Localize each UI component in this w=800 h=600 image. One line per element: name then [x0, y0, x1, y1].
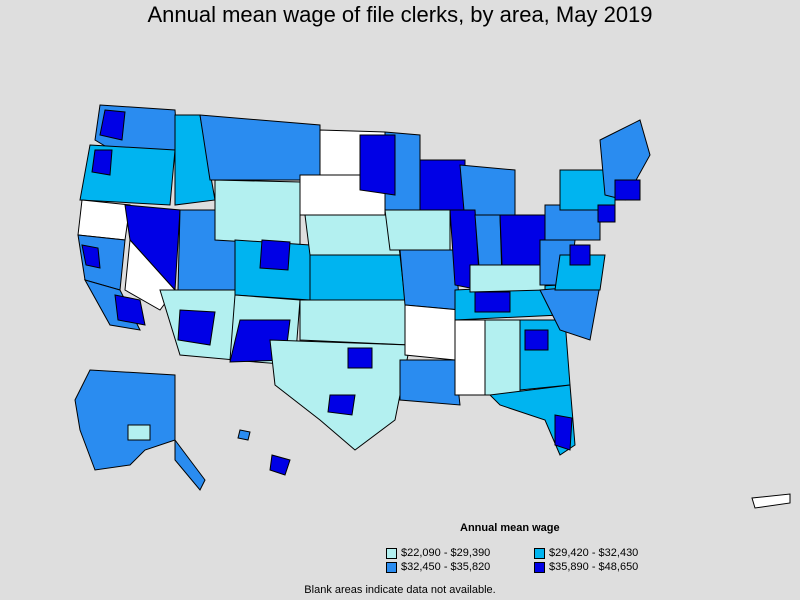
region-denver[interactable]: [259, 239, 291, 271]
region-alabama[interactable]: [484, 319, 521, 396]
region-anchorage[interactable]: [127, 424, 151, 441]
legend-swatch-1: [386, 547, 397, 559]
legend-swatch-4: [534, 561, 545, 573]
region-montana[interactable]: [199, 114, 321, 181]
region-houston[interactable]: [327, 394, 356, 416]
region-oklahoma[interactable]: [299, 299, 411, 346]
region-washington-dc[interactable]: [569, 244, 591, 266]
region-atlanta[interactable]: [524, 329, 549, 351]
hawaii: [237, 429, 291, 476]
region-minneapolis[interactable]: [359, 134, 396, 196]
region-nebraska[interactable]: [304, 214, 401, 256]
map-title: Annual mean wage of file clerks, by area…: [147, 2, 653, 27]
legend-label-2: $29,420 - $32,430: [549, 547, 639, 559]
region-phoenix[interactable]: [177, 309, 216, 346]
legend-swatch-3: [386, 561, 397, 573]
region-mississippi[interactable]: [454, 319, 486, 396]
legend-label-1: $22,090 - $29,390: [401, 547, 491, 559]
legend-title: Annual mean wage: [460, 522, 560, 534]
legend-label-3: $32,450 - $35,820: [401, 561, 491, 573]
region-los-angeles[interactable]: [114, 294, 146, 326]
puerto-rico: [751, 493, 791, 509]
footnote: Blank areas indicate data not available.: [304, 584, 496, 596]
legend-item-4: $35,890 - $48,650: [534, 561, 638, 573]
region-missouri[interactable]: [399, 249, 461, 311]
legend-item-1: $22,090 - $29,390: [386, 547, 490, 559]
region-new-england[interactable]: [599, 119, 651, 201]
region-iowa[interactable]: [384, 209, 451, 251]
region-nashville[interactable]: [474, 291, 511, 313]
alaska: [74, 369, 206, 491]
region-wisconsin[interactable]: [419, 159, 466, 211]
region-portland[interactable]: [91, 149, 113, 176]
region-alaska-panhandle[interactable]: [174, 438, 206, 491]
legend-item-2: $29,420 - $32,430: [534, 547, 638, 559]
region-seattle[interactable]: [99, 109, 126, 141]
region-bay-area[interactable]: [81, 244, 101, 269]
region-florida[interactable]: [488, 384, 576, 456]
legend-item-3: $32,450 - $35,820: [386, 561, 490, 573]
region-kentucky[interactable]: [469, 264, 546, 293]
region-arkansas[interactable]: [404, 304, 461, 361]
region-ne-california[interactable]: [77, 199, 131, 241]
legend-swatch-2: [534, 547, 545, 559]
region-boston[interactable]: [614, 179, 641, 201]
region-wyoming[interactable]: [214, 179, 301, 246]
region-nyc[interactable]: [597, 204, 616, 223]
region-hawaii[interactable]: [269, 454, 291, 476]
region-ohio[interactable]: [499, 214, 546, 266]
region-puerto-rico[interactable]: [751, 493, 791, 509]
region-dallas[interactable]: [347, 347, 373, 369]
region-south-florida[interactable]: [554, 414, 573, 451]
region-kansas[interactable]: [309, 254, 406, 301]
region-alaska[interactable]: [74, 369, 176, 471]
contiguous-us: [77, 104, 651, 456]
legend-label-4: $35,890 - $48,650: [549, 561, 639, 573]
region-louisiana[interactable]: [399, 359, 461, 406]
region-hawaii-west[interactable]: [237, 429, 251, 441]
